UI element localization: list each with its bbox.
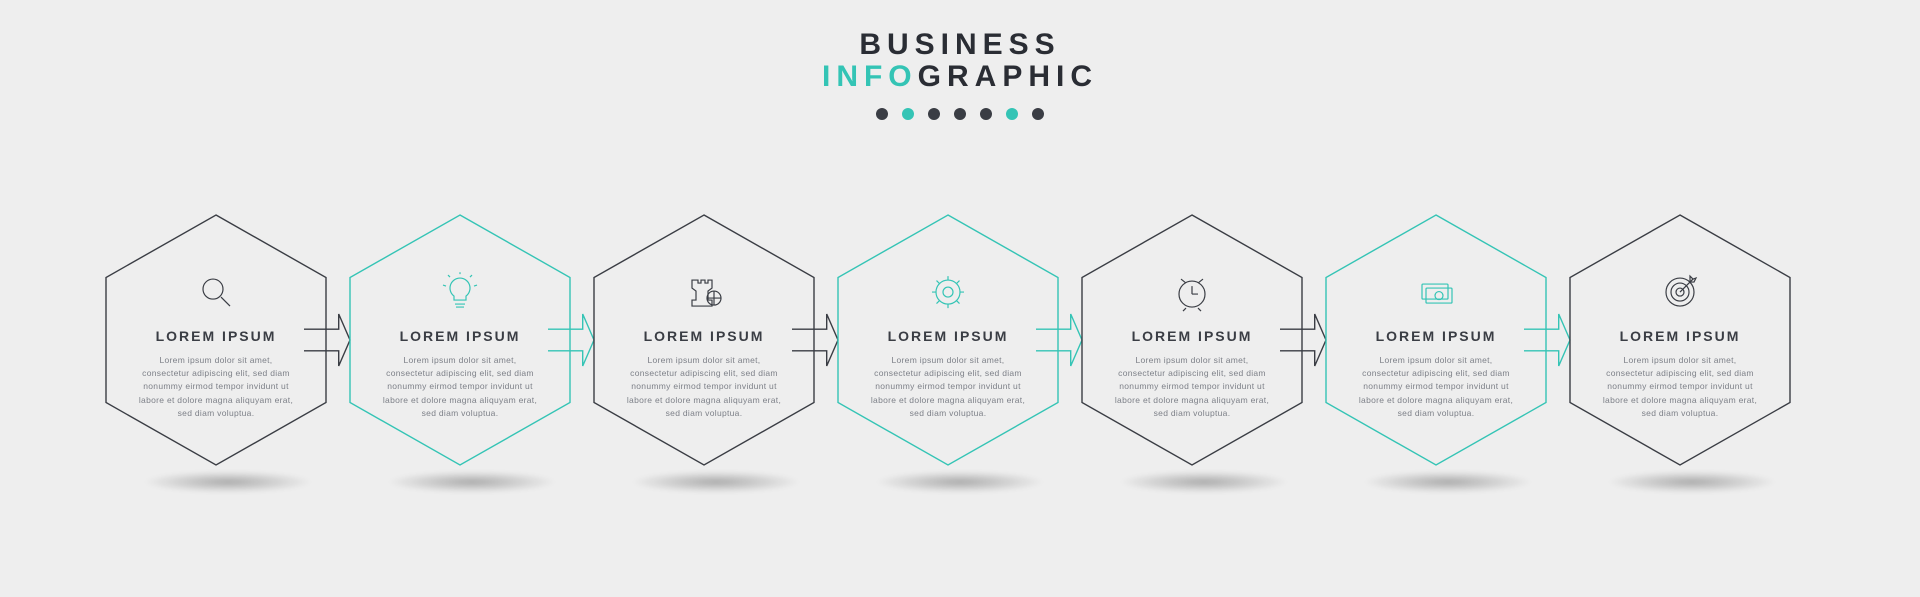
step-2: LOREM IPSUM Lorem ipsum dolor sit amet, c… [350,215,594,475]
lightbulb-icon [380,270,540,314]
step-title: LOREM IPSUM [1356,328,1516,344]
arrow-icon [304,314,350,366]
step-title: LOREM IPSUM [624,328,784,344]
pager-dot [928,108,940,120]
pager-dots [0,108,1920,120]
hexagon-shadow [387,471,557,493]
step-content: LOREM IPSUM Lorem ipsum dolor sit amet, c… [624,270,784,420]
header: BUSINESS INFOGRAPHIC [0,0,1920,120]
step-content: LOREM IPSUM Lorem ipsum dolor sit amet, c… [1356,270,1516,420]
step-title: LOREM IPSUM [136,328,296,344]
hexagon-shadow [631,471,801,493]
step-description: Lorem ipsum dolor sit amet, consectetur … [624,354,784,420]
step-7: LOREM IPSUM Lorem ipsum dolor sit amet, c… [1570,215,1814,475]
step-4: LOREM IPSUM Lorem ipsum dolor sit amet, c… [838,215,1082,475]
step-title: LOREM IPSUM [1112,328,1272,344]
pager-dot [876,108,888,120]
pager-dot [954,108,966,120]
step-description: Lorem ipsum dolor sit amet, consectetur … [1600,354,1760,420]
steps-row: LOREM IPSUM Lorem ipsum dolor sit amet, c… [0,215,1920,475]
step-description: Lorem ipsum dolor sit amet, consectetur … [868,354,1028,420]
step-5: LOREM IPSUM Lorem ipsum dolor sit amet, c… [1082,215,1326,475]
step-description: Lorem ipsum dolor sit amet, consectetur … [136,354,296,420]
arrow-icon [792,314,838,366]
chess-icon [624,270,784,314]
hexagon-shadow [143,471,313,493]
magnifier-icon [136,270,296,314]
arrow-icon [1036,314,1082,366]
step-title: LOREM IPSUM [380,328,540,344]
clock-icon [1112,270,1272,314]
step-description: Lorem ipsum dolor sit amet, consectetur … [380,354,540,420]
step-content: LOREM IPSUM Lorem ipsum dolor sit amet, c… [380,270,540,420]
title-accent: INFO [822,60,918,93]
pager-dot [902,108,914,120]
step-content: LOREM IPSUM Lorem ipsum dolor sit amet, c… [136,270,296,420]
hexagon-shadow [1119,471,1289,493]
step-content: LOREM IPSUM Lorem ipsum dolor sit amet, c… [1600,270,1760,420]
arrow-icon [548,314,594,366]
pager-dot [1032,108,1044,120]
arrow-icon [1280,314,1326,366]
hexagon-shadow [1363,471,1533,493]
step-content: LOREM IPSUM Lorem ipsum dolor sit amet, c… [1112,270,1272,420]
step-3: LOREM IPSUM Lorem ipsum dolor sit amet, c… [594,215,838,475]
title-line1: BUSINESS [0,28,1920,62]
gear-icon [868,270,1028,314]
pager-dot [980,108,992,120]
step-1: LOREM IPSUM Lorem ipsum dolor sit amet, c… [106,215,350,475]
target-icon [1600,270,1760,314]
step-content: LOREM IPSUM Lorem ipsum dolor sit amet, c… [868,270,1028,420]
hexagon-shadow [875,471,1045,493]
step-title: LOREM IPSUM [868,328,1028,344]
money-icon [1356,270,1516,314]
hexagon-shadow [1607,471,1777,493]
step-title: LOREM IPSUM [1600,328,1760,344]
title-rest: GRAPHIC [918,60,1098,93]
title-line2: INFOGRAPHIC [0,60,1920,94]
arrow-icon [1524,314,1570,366]
step-description: Lorem ipsum dolor sit amet, consectetur … [1112,354,1272,420]
pager-dot [1006,108,1018,120]
step-description: Lorem ipsum dolor sit amet, consectetur … [1356,354,1516,420]
step-6: LOREM IPSUM Lorem ipsum dolor sit amet, c… [1326,215,1570,475]
